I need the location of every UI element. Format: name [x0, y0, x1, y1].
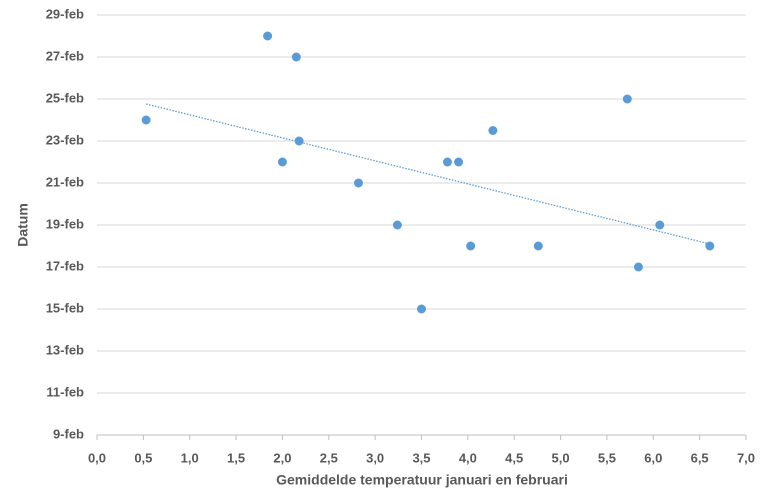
x-tick-label: 2,0: [273, 450, 291, 465]
y-tick-label: 27-feb: [46, 48, 84, 63]
point: [466, 241, 476, 251]
x-tick-label: 3,0: [366, 450, 384, 465]
point: [655, 220, 665, 230]
y-tick-label: 29-feb: [46, 6, 84, 21]
x-tick-label: 4,0: [459, 450, 477, 465]
x-tick-label: 1,0: [181, 450, 199, 465]
point: [353, 178, 363, 188]
point: [291, 52, 301, 62]
x-tick-label: 5,5: [598, 450, 616, 465]
point: [392, 220, 402, 230]
point: [622, 94, 632, 104]
x-tick-label: 3,5: [412, 450, 430, 465]
point: [442, 157, 452, 167]
y-tick-label: 21-feb: [46, 174, 84, 189]
point: [141, 115, 151, 125]
x-tick-label: 4,5: [505, 450, 523, 465]
y-axis-title: Datum: [15, 203, 31, 247]
x-tick-label: 7,0: [737, 450, 755, 465]
x-tick-label: 2,5: [320, 450, 338, 465]
point: [417, 304, 426, 314]
x-axis-title: Gemiddelde temperatuur januari en februa…: [276, 472, 568, 488]
y-tick-label: 9-feb: [53, 426, 84, 441]
y-tick-label: 11-feb: [46, 384, 84, 399]
x-tick-label: 6,0: [644, 450, 662, 465]
y-tick-label: 23-feb: [46, 132, 84, 147]
x-tick-label: 6,5: [691, 450, 709, 465]
point: [454, 157, 464, 167]
x-tick-label: 1,5: [227, 450, 245, 465]
point: [277, 157, 287, 167]
x-tick-label: 0,0: [88, 450, 106, 465]
y-tick-label: 17-feb: [46, 258, 84, 273]
y-tick-label: 19-feb: [46, 216, 84, 231]
y-tick-label: 25-feb: [46, 90, 84, 105]
point: [533, 241, 543, 251]
x-tick-label: 0,5: [134, 450, 152, 465]
point: [294, 136, 304, 146]
point: [488, 126, 498, 135]
y-tick-label: 13-feb: [46, 342, 84, 357]
trendline: [145, 103, 710, 245]
point: [263, 31, 273, 41]
point: [633, 262, 643, 272]
point: [705, 241, 715, 251]
y-tick-label: 15-feb: [46, 300, 84, 315]
x-tick-label: 5,0: [552, 450, 570, 465]
